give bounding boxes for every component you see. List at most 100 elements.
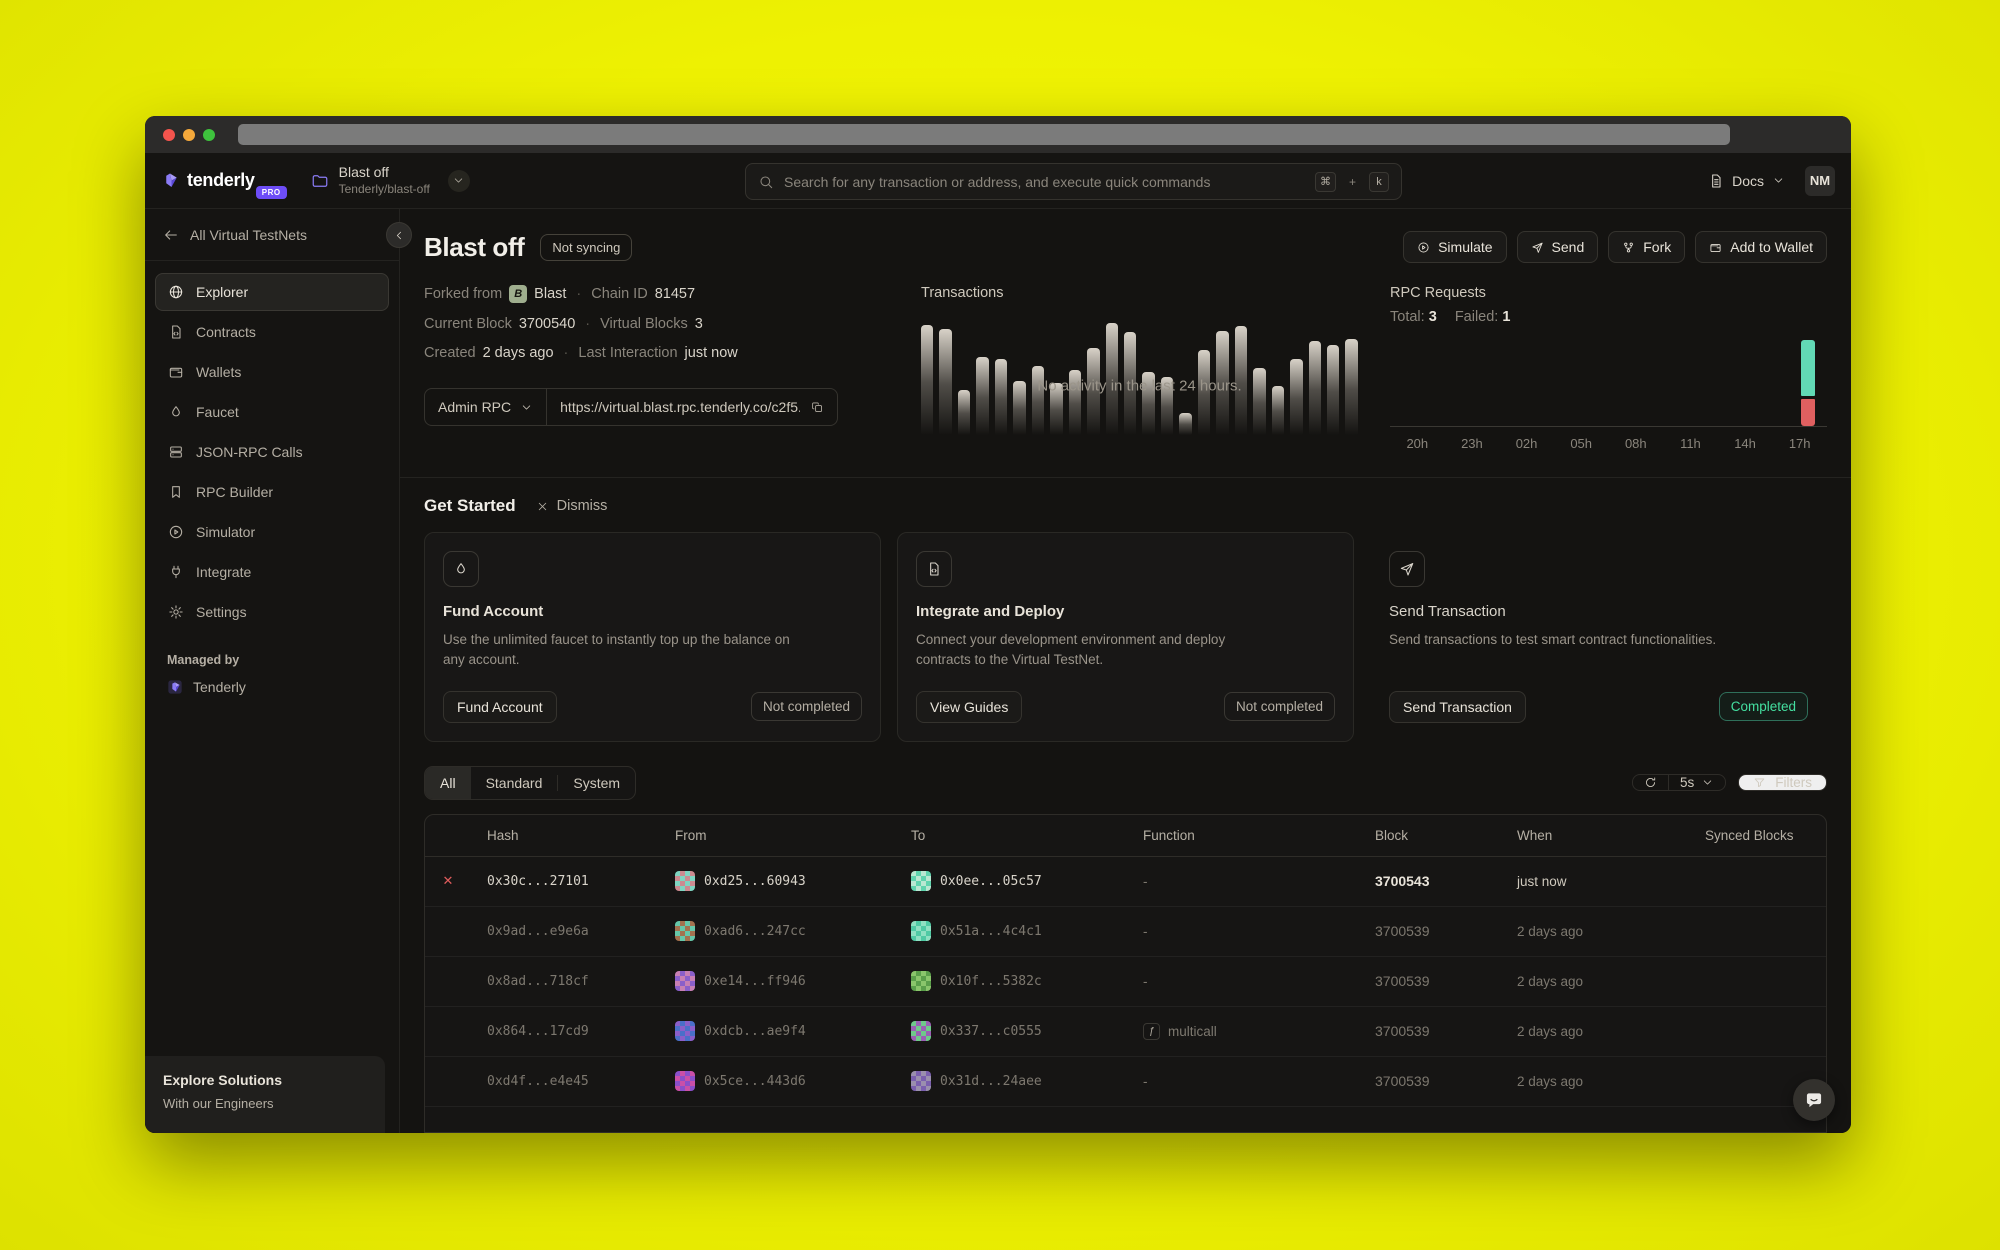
from-address[interactable]: 0xd25...60943 bbox=[704, 873, 806, 889]
tx-block[interactable]: 3700543 bbox=[1375, 873, 1430, 889]
filters-button[interactable]: Filters bbox=[1738, 774, 1827, 791]
tx-block[interactable]: 3700539 bbox=[1375, 1073, 1430, 1089]
tx-hash[interactable]: 0x9ad...e9e6a bbox=[487, 923, 589, 939]
card-description: Connect your development environment and… bbox=[916, 632, 1226, 668]
refresh-separator bbox=[1667, 775, 1669, 790]
sidebar-item-integrate[interactable]: Integrate bbox=[155, 553, 389, 591]
not-completed-badge: Not completed bbox=[750, 692, 862, 721]
dismiss-button[interactable]: Dismiss bbox=[536, 498, 607, 514]
copy-rpc-url-button[interactable] bbox=[811, 401, 824, 414]
sidebar-item-label: Faucet bbox=[196, 404, 239, 420]
sidebar-item-label: Wallets bbox=[196, 364, 242, 380]
sidebar-item-explorer[interactable]: Explorer bbox=[155, 273, 389, 311]
tab-system[interactable]: System bbox=[573, 774, 621, 791]
from-address[interactable]: 0xe14...ff946 bbox=[704, 973, 806, 989]
bookmark-icon bbox=[172, 486, 180, 498]
tx-when: 2 days ago bbox=[1517, 1073, 1584, 1089]
fund-account-button[interactable]: Fund Account bbox=[443, 690, 557, 723]
sidebar-item-json-rpc-calls[interactable]: JSON-RPC Calls bbox=[155, 433, 389, 471]
explore-solutions-card[interactable]: Explore Solutions With our Engineers bbox=[145, 1056, 385, 1133]
sidebar-item-label: Integrate bbox=[196, 564, 252, 580]
col-block: Block bbox=[1375, 827, 1409, 843]
contract-icon bbox=[172, 325, 181, 339]
tx-when: 2 days ago bbox=[1517, 1023, 1584, 1039]
search-icon bbox=[760, 175, 773, 188]
docs-menu[interactable]: Docs bbox=[1708, 173, 1785, 189]
send-button[interactable]: Send bbox=[1516, 231, 1599, 263]
project-selector[interactable]: Blast off Tenderly/blast-off bbox=[311, 164, 470, 197]
tx-block[interactable]: 3700539 bbox=[1375, 973, 1430, 989]
table-row[interactable]: 0x8ad...718cf 0xe14...ff946 0x10f...5382… bbox=[425, 957, 1826, 1007]
table-row[interactable]: ✕ 0x30c...27101 0xd25...60943 0x0ee...05… bbox=[425, 857, 1826, 907]
git-fork-icon bbox=[1624, 242, 1634, 252]
tx-block[interactable]: 3700539 bbox=[1375, 923, 1430, 939]
refresh-interval-dropdown[interactable]: 5s bbox=[1669, 775, 1725, 790]
blast-chain-icon: B bbox=[509, 285, 528, 303]
view-guides-button[interactable]: View Guides bbox=[916, 690, 1023, 723]
created-value: 2 days ago bbox=[482, 345, 554, 361]
current-block-value: 3700540 bbox=[518, 316, 576, 332]
project-chevron-button[interactable] bbox=[447, 169, 470, 192]
transactions-bar bbox=[1160, 376, 1174, 435]
managed-by-tenderly[interactable]: Tenderly bbox=[145, 675, 399, 699]
rpc-type-dropdown[interactable]: Admin RPC bbox=[425, 389, 548, 425]
to-address[interactable]: 0x0ee...05c57 bbox=[940, 873, 1042, 889]
to-address[interactable]: 0x10f...5382c bbox=[940, 973, 1042, 989]
sidebar-item-rpc-builder[interactable]: RPC Builder bbox=[155, 473, 389, 511]
tx-hash[interactable]: 0x30c...27101 bbox=[487, 873, 589, 889]
integrate-deploy-card: Integrate and Deploy Connect your develo… bbox=[897, 532, 1354, 742]
auto-refresh-control: 5s bbox=[1631, 774, 1727, 791]
tenderly-logo[interactable]: tenderly PRO bbox=[161, 170, 287, 199]
send-transaction-button[interactable]: Send Transaction bbox=[1389, 690, 1526, 723]
table-row[interactable]: 0x9ad...e9e6a 0xad6...247cc 0x51a...4c4c… bbox=[425, 907, 1826, 957]
refresh-button[interactable] bbox=[1633, 775, 1668, 790]
sidebar-collapse-button[interactable] bbox=[386, 222, 412, 248]
play-circle-icon bbox=[169, 525, 183, 539]
sidebar-item-simulator[interactable]: Simulator bbox=[155, 513, 389, 551]
rpc-url-field[interactable]: https://virtual.blast.rpc.tenderly.co/c2… bbox=[547, 389, 837, 425]
support-chat-button[interactable] bbox=[1793, 1079, 1835, 1121]
transactions-bar bbox=[1290, 358, 1303, 435]
add-to-wallet-button[interactable]: Add to Wallet bbox=[1695, 231, 1827, 263]
minimize-window-button[interactable] bbox=[183, 128, 195, 141]
sidebar-item-settings[interactable]: Settings bbox=[155, 593, 389, 631]
app-window: tenderly PRO Blast off Tenderly/blast-of… bbox=[145, 116, 1851, 1133]
close-window-button[interactable] bbox=[163, 128, 175, 141]
completed-badge: Completed bbox=[1718, 692, 1808, 721]
to-address[interactable]: 0x337...c0555 bbox=[940, 1023, 1042, 1039]
shortcut-k-key: k bbox=[1369, 171, 1389, 192]
tab-all[interactable]: All bbox=[425, 766, 471, 799]
from-avatar bbox=[675, 1071, 695, 1091]
sidebar: All Virtual TestNets Explorer Contracts … bbox=[145, 209, 412, 1133]
table-row[interactable]: 0x864...17cd9 0xdcb...ae9f4 0x337...c055… bbox=[425, 1007, 1826, 1057]
card-description: Use the unlimited faucet to instantly to… bbox=[443, 632, 790, 668]
user-avatar[interactable]: NM bbox=[1805, 165, 1835, 196]
transactions-bar bbox=[939, 328, 952, 435]
tab-standard[interactable]: Standard bbox=[485, 774, 543, 791]
sidebar-item-faucet[interactable]: Faucet bbox=[155, 393, 389, 431]
browser-address-bar[interactable] bbox=[238, 124, 1730, 145]
from-address[interactable]: 0x5ce...443d6 bbox=[704, 1073, 806, 1089]
tx-type-tabs: All Standard System bbox=[424, 765, 637, 800]
transactions-bar bbox=[1179, 412, 1192, 435]
tx-hash[interactable]: 0x864...17cd9 bbox=[487, 1023, 589, 1039]
to-address[interactable]: 0x51a...4c4c1 bbox=[940, 923, 1042, 939]
tx-hash[interactable]: 0x8ad...718cf bbox=[487, 973, 589, 989]
meta-created: Created 2 days ago · Last Interaction ju… bbox=[424, 345, 738, 361]
to-address[interactable]: 0x31d...24aee bbox=[940, 1073, 1042, 1089]
transactions-bar bbox=[1123, 331, 1137, 435]
sidebar-item-wallets[interactable]: Wallets bbox=[155, 353, 389, 391]
simulate-button[interactable]: Simulate bbox=[1403, 231, 1507, 263]
transactions-filter-bar: All Standard System 5s bbox=[400, 762, 1851, 814]
sidebar-item-contracts[interactable]: Contracts bbox=[155, 313, 389, 351]
from-address[interactable]: 0xdcb...ae9f4 bbox=[704, 1023, 806, 1039]
chain-id-value: 81457 bbox=[654, 286, 696, 302]
table-row[interactable]: 0xd4f...e4e45 0x5ce...443d6 0x31d...24ae… bbox=[425, 1057, 1826, 1107]
maximize-window-button[interactable] bbox=[203, 128, 215, 141]
fork-button[interactable]: Fork bbox=[1608, 231, 1686, 263]
back-to-testnets[interactable]: All Virtual TestNets bbox=[145, 209, 399, 261]
tx-hash[interactable]: 0xd4f...e4e45 bbox=[487, 1073, 589, 1089]
global-search-input[interactable]: Search for any transaction or address, a… bbox=[745, 163, 1402, 200]
tx-block[interactable]: 3700539 bbox=[1375, 1023, 1430, 1039]
from-address[interactable]: 0xad6...247cc bbox=[704, 923, 806, 939]
